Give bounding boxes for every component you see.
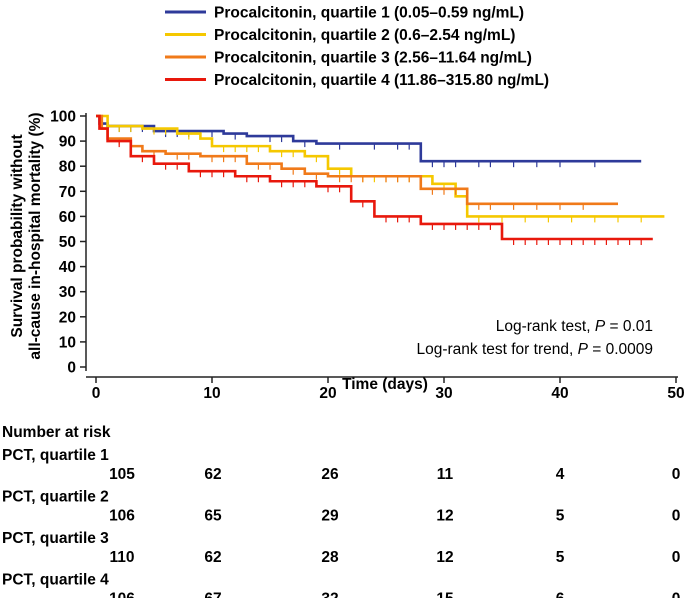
risk-value-q4-col3: 32 — [321, 591, 338, 598]
risk-value-q2-col3: 29 — [321, 508, 339, 525]
risk-value-q1-col2: 62 — [204, 466, 221, 483]
risk-value-q2-col6: 0 — [672, 508, 681, 525]
y-tick-label-60: 60 — [59, 209, 76, 226]
risk-value-q3-col5: 5 — [556, 549, 565, 566]
y-axis-label-line2: all-cause in-hospital mortality (%) — [27, 112, 44, 359]
legend-label-q3: Procalcitonin, quartile 3 (2.56–11.64 ng… — [214, 50, 532, 67]
x-tick-label-30: 30 — [435, 385, 452, 402]
risk-value-q4-col4: 15 — [436, 591, 454, 598]
y-tick-label-100: 100 — [50, 109, 76, 126]
censor-marks-q2 — [118, 126, 642, 223]
y-tick-label-40: 40 — [59, 259, 76, 276]
risk-value-q1-col6: 0 — [672, 466, 681, 483]
y-tick-label-30: 30 — [59, 284, 76, 301]
y-tick-label-0: 0 — [67, 360, 76, 377]
risk-row-label-q2: PCT, quartile 2 — [2, 489, 109, 506]
risk-row-label-q3: PCT, quartile 3 — [2, 530, 109, 547]
risk-value-q4-col2: 67 — [204, 591, 221, 598]
axes: 0 10 20 30 40 50 60 70 80 90 100 0 10 20 30 40 50 — [50, 109, 685, 403]
x-tick-label-50: 50 — [667, 385, 684, 402]
y-tick-label-80: 80 — [59, 159, 76, 176]
risk-value-q1-col3: 26 — [321, 466, 339, 483]
log-rank-value: = 0.01 — [605, 318, 653, 335]
log-rank-annotations: Log-rank test, P = 0.01 Log-rank test fo… — [416, 318, 653, 358]
log-rank-annotation: Log-rank test, P = 0.01 — [496, 318, 653, 335]
risk-value-q2-col4: 12 — [436, 508, 453, 525]
censor-marks-q4 — [118, 141, 642, 245]
log-rank-trend-p: P — [578, 341, 589, 358]
legend-label-q1: Procalcitonin, quartile 1 (0.05–0.59 ng/… — [214, 5, 524, 22]
risk-value-q3-col3: 28 — [321, 549, 339, 566]
y-axis-label-line1: Survival probability without — [9, 134, 26, 337]
y-tick-label-10: 10 — [59, 334, 76, 351]
y-tick-label-50: 50 — [59, 234, 76, 251]
risk-value-q2-col5: 5 — [556, 508, 565, 525]
risk-value-q2-col1: 106 — [109, 508, 135, 525]
survival-curves — [96, 114, 665, 245]
x-tick-label-20: 20 — [319, 385, 336, 402]
censor-marks-q3 — [118, 138, 584, 210]
log-rank-text: Log-rank test, — [496, 318, 595, 335]
risk-row-label-q1: PCT, quartile 1 — [2, 447, 109, 464]
legend: Procalcitonin, quartile 1 (0.05–0.59 ng/… — [165, 5, 549, 89]
risk-value-q3-col6: 0 — [672, 549, 681, 566]
risk-value-q4-col1: 106 — [109, 591, 135, 598]
risk-value-q4-col5: 6 — [556, 591, 565, 598]
survival-curve-q2 — [96, 114, 665, 218]
y-axis-label: Survival probability without all-cause i… — [9, 112, 44, 359]
y-tick-label-20: 20 — [59, 309, 76, 326]
log-rank-trend-text: Log-rank test for trend, — [416, 341, 577, 358]
risk-value-q4-col6: 0 — [672, 591, 681, 598]
risk-value-q1-col5: 4 — [556, 466, 565, 483]
y-tick-label-90: 90 — [59, 134, 76, 151]
survival-curve-q3 — [96, 114, 618, 206]
legend-label-q2: Procalcitonin, quartile 2 (0.6–2.54 ng/m… — [214, 27, 515, 44]
x-tick-label-40: 40 — [551, 385, 568, 402]
risk-value-q2-col2: 65 — [204, 508, 222, 525]
risk-row-label-q4: PCT, quartile 4 — [2, 572, 109, 589]
log-rank-trend-annotation: Log-rank test for trend, P = 0.0009 — [416, 341, 653, 358]
risk-table-title: Number at risk — [2, 424, 111, 441]
survival-curve-q4 — [96, 114, 653, 241]
log-rank-p: P — [595, 318, 606, 335]
risk-value-q3-col2: 62 — [204, 549, 221, 566]
x-tick-label-10: 10 — [203, 385, 220, 402]
risk-value-q1-col4: 11 — [437, 466, 454, 483]
risk-value-q3-col4: 12 — [436, 549, 453, 566]
log-rank-trend-value: = 0.0009 — [588, 341, 653, 358]
legend-label-q4: Procalcitonin, quartile 4 (11.86–315.80 … — [214, 72, 549, 89]
risk-value-q1-col1: 105 — [109, 466, 135, 483]
risk-value-q3-col1: 110 — [109, 549, 134, 566]
x-axis-label: Time (days) — [342, 376, 428, 393]
y-tick-label-70: 70 — [59, 184, 76, 201]
x-tick-label-0: 0 — [92, 385, 101, 402]
